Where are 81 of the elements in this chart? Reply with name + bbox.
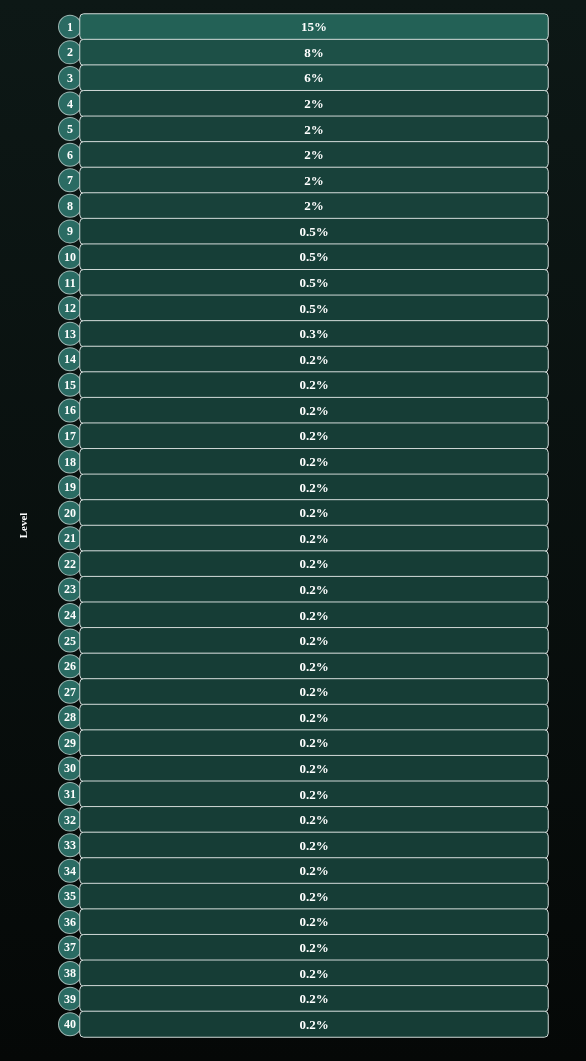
data-label: 0.2%	[299, 863, 329, 879]
data-label: 0.2%	[299, 735, 329, 751]
y-axis-title: Level	[16, 512, 29, 539]
data-label: 0.3%	[299, 326, 329, 342]
data-label: 2%	[304, 172, 324, 188]
y-tick-label: 23	[64, 582, 76, 597]
y-tick-label: 8	[67, 198, 73, 213]
y-tick-label: 36	[64, 914, 76, 929]
data-label: 6%	[304, 70, 324, 86]
y-tick-label: 25	[64, 633, 76, 648]
y-tick-label: 3	[67, 70, 73, 85]
data-label: 0.2%	[299, 402, 329, 418]
data-label: 0.2%	[299, 888, 329, 904]
data-label: 15%	[301, 19, 327, 35]
data-label: 0.2%	[299, 837, 329, 853]
data-label: 2%	[304, 147, 324, 163]
data-label: 0.2%	[299, 377, 329, 393]
data-label: 0.2%	[299, 684, 329, 700]
y-tick-label: 29	[64, 735, 76, 750]
data-label: 2%	[304, 198, 324, 214]
data-label: 0.5%	[299, 249, 329, 265]
data-label: 0.2%	[299, 709, 329, 725]
y-tick-label: 14	[64, 352, 76, 367]
y-tick-label: 38	[64, 966, 76, 981]
y-tick-label: 2	[67, 45, 73, 60]
data-label: 0.2%	[299, 812, 329, 828]
y-tick-label: 32	[64, 812, 76, 827]
y-tick-label: 30	[64, 761, 76, 776]
y-tick-label: 33	[64, 838, 76, 853]
data-label: 0.5%	[299, 223, 329, 239]
data-label: 0.2%	[299, 428, 329, 444]
y-tick-label: 28	[64, 710, 76, 725]
y-tick-label: 11	[64, 275, 76, 290]
y-tick-label: 27	[64, 684, 76, 699]
y-tick-label: 34	[64, 863, 76, 878]
data-label: 2%	[304, 96, 324, 112]
y-tick-label: 24	[64, 608, 76, 623]
data-label: 0.2%	[299, 505, 329, 521]
y-tick-label: 20	[64, 505, 76, 520]
y-tick-label: 7	[67, 173, 73, 188]
data-label: 0.2%	[299, 760, 329, 776]
data-label: 0.2%	[299, 991, 329, 1007]
y-tick-label: 18	[64, 454, 76, 469]
data-label: 0.2%	[299, 1016, 329, 1032]
data-label: 0.2%	[299, 479, 329, 495]
y-tick-label: 17	[64, 428, 76, 443]
data-label: 0.2%	[299, 786, 329, 802]
data-label: 0.2%	[299, 658, 329, 674]
data-label: 2%	[304, 121, 324, 137]
data-label: 0.2%	[299, 633, 329, 649]
y-tick-label: 5	[67, 122, 73, 137]
y-tick-label: 16	[64, 403, 76, 418]
data-label: 0.2%	[299, 914, 329, 930]
data-label: 0.2%	[299, 351, 329, 367]
data-label: 0.2%	[299, 965, 329, 981]
data-label: 0.2%	[299, 530, 329, 546]
y-tick-label: 37	[64, 940, 76, 955]
y-tick-label: 6	[67, 147, 73, 162]
data-label: 0.5%	[299, 300, 329, 316]
y-tick-label: 26	[64, 659, 76, 674]
y-tick-label: 35	[64, 889, 76, 904]
data-label: 0.2%	[299, 581, 329, 597]
y-tick-label: 9	[67, 224, 73, 239]
y-tick-label: 10	[64, 249, 76, 264]
y-tick-label: 22	[64, 556, 76, 571]
data-label: 8%	[304, 44, 324, 60]
y-tick-label: 15	[64, 377, 76, 392]
data-label: 0.2%	[299, 939, 329, 955]
y-tick-label: 21	[64, 531, 76, 546]
y-tick-label: 40	[64, 1017, 76, 1032]
data-label: 0.2%	[299, 556, 329, 572]
y-tick-label: 13	[64, 326, 76, 341]
y-tick-label: 39	[64, 991, 76, 1006]
y-tick-label: 12	[64, 301, 76, 316]
y-tick-label: 31	[64, 787, 76, 802]
data-label: 0.2%	[299, 607, 329, 623]
y-tick-label: 19	[64, 480, 76, 495]
y-tick-label: 1	[67, 19, 73, 34]
data-label: 0.5%	[299, 275, 329, 291]
data-label: 0.2%	[299, 454, 329, 470]
y-tick-label: 4	[67, 96, 73, 111]
